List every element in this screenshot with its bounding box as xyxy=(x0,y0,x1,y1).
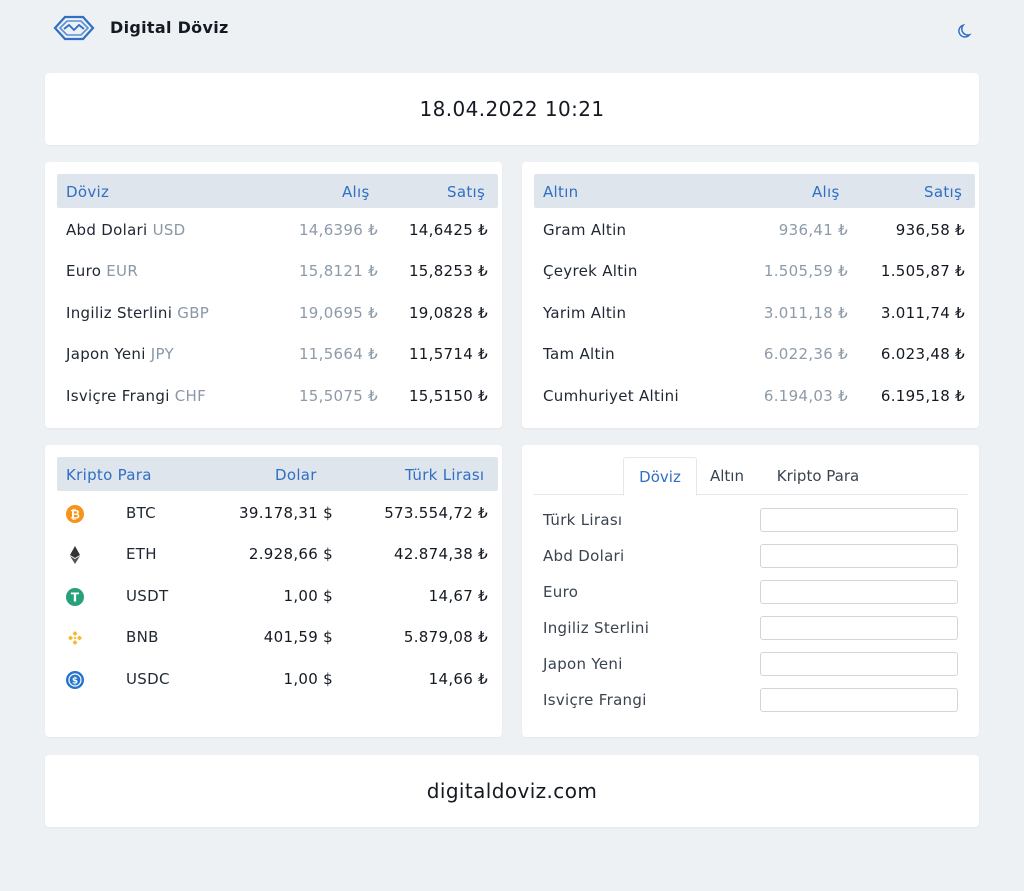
crypto-symbol: BNB xyxy=(126,628,159,646)
sell-price: 11,5714 ₺ xyxy=(408,345,488,363)
try-price: 14,67 ₺ xyxy=(428,587,488,605)
buy-price: 15,8121 ₺ xyxy=(298,262,378,280)
try-amount-input[interactable] xyxy=(760,508,958,532)
column-header-buy: Alış xyxy=(812,183,840,201)
gold-name: Gram Altin xyxy=(543,221,627,239)
buy-price: 6.022,36 ₺ xyxy=(763,345,848,363)
sell-price: 6.195,18 ₺ xyxy=(880,387,965,405)
currency-name: Ingiliz Sterlini xyxy=(66,304,173,322)
site-domain[interactable]: digitaldoviz.com xyxy=(426,779,598,803)
currency-code: JPY xyxy=(150,345,174,363)
gold-name: Yarim Altin xyxy=(543,304,627,322)
usd-price: 2.928,66 $ xyxy=(248,545,333,563)
currency-table-header: Döviz Alış Satış xyxy=(57,174,498,208)
column-header-currency: Döviz xyxy=(66,183,110,201)
try-price: 42.874,38 ₺ xyxy=(394,545,488,563)
svg-text:₿: ₿ xyxy=(70,508,80,522)
jpy-amount-input[interactable] xyxy=(760,652,958,676)
footer-card: digitaldoviz.com xyxy=(45,755,979,827)
chf-amount-input[interactable] xyxy=(760,688,958,712)
try-price: 573.554,72 ₺ xyxy=(384,504,488,522)
usd-price: 1,00 $ xyxy=(283,587,333,605)
buy-price: 14,6396 ₺ xyxy=(298,221,378,239)
field-label: Ingiliz Sterlini xyxy=(543,619,650,637)
gold-name: Cumhuriyet Altini xyxy=(543,387,679,405)
try-price: 14,66 ₺ xyxy=(428,670,488,688)
currency-name: Isviçre Frangi xyxy=(66,387,170,405)
binance-icon xyxy=(68,631,82,645)
currency-code: CHF xyxy=(174,387,207,405)
usd-price: 1,00 $ xyxy=(283,670,333,688)
column-header-sell: Satış xyxy=(447,183,486,201)
usd-price: 39.178,31 $ xyxy=(239,504,333,522)
crypto-symbol: USDC xyxy=(126,670,170,688)
buy-price: 936,41 ₺ xyxy=(778,221,848,239)
brand-name[interactable]: Digital Döviz xyxy=(110,18,229,37)
bitcoin-icon: ₿ xyxy=(66,505,84,523)
usd-coin-icon: $ xyxy=(66,671,84,689)
column-header-gold: Altın xyxy=(543,183,579,201)
buy-price: 11,5664 ₺ xyxy=(298,345,378,363)
gold-name: Çeyrek Altin xyxy=(543,262,638,280)
column-header-usd: Dolar xyxy=(275,466,317,484)
currency-code: USD xyxy=(152,221,186,239)
svg-text:T: T xyxy=(71,591,80,605)
tether-icon: T xyxy=(66,588,84,606)
currency-name: Euro xyxy=(66,262,102,280)
column-header-crypto: Kripto Para xyxy=(66,466,152,484)
eur-amount-input[interactable] xyxy=(760,580,958,604)
buy-price: 1.505,59 ₺ xyxy=(763,262,848,280)
tab-doviz[interactable]: Döviz xyxy=(623,457,697,496)
tab-kripto-para[interactable]: Kripto Para xyxy=(776,467,860,485)
crypto-symbol: ETH xyxy=(126,545,157,563)
sell-price: 14,6425 ₺ xyxy=(408,221,488,239)
crypto-symbol: BTC xyxy=(126,504,156,522)
sell-price: 19,0828 ₺ xyxy=(408,304,488,322)
gold-name: Tam Altin xyxy=(543,345,615,363)
last-updated-datetime: 18.04.2022 10:21 xyxy=(419,97,605,121)
sell-price: 1.505,87 ₺ xyxy=(880,262,965,280)
ethereum-icon xyxy=(70,546,80,564)
sell-price: 15,8253 ₺ xyxy=(408,262,488,280)
usd-amount-input[interactable] xyxy=(760,544,958,568)
sell-price: 936,58 ₺ xyxy=(895,221,965,239)
diamond-wave-logo[interactable] xyxy=(53,13,95,43)
currency-code: EUR xyxy=(106,262,139,280)
column-header-sell: Satış xyxy=(924,183,963,201)
sell-price: 6.023,48 ₺ xyxy=(880,345,965,363)
sell-price: 3.011,74 ₺ xyxy=(880,304,965,322)
usd-price: 401,59 $ xyxy=(263,628,333,646)
field-label: Isviçre Frangi xyxy=(543,691,647,709)
tab-altin[interactable]: Altın xyxy=(710,467,744,485)
crypto-table-header: Kripto Para Dolar Türk Lirası xyxy=(57,457,498,491)
top-bar: Digital Döviz xyxy=(0,0,1024,60)
svg-text:$: $ xyxy=(72,677,78,687)
field-label: Abd Dolari xyxy=(543,547,625,565)
field-label: Euro xyxy=(543,583,579,601)
crypto-table-card: Kripto Para Dolar Türk Lirası ₿ BTC 39.1… xyxy=(45,445,502,737)
sell-price: 15,5150 ₺ xyxy=(408,387,488,405)
currency-converter-card: Döviz Altın Kripto Para Türk Lirası Abd … xyxy=(522,445,979,737)
currency-code: GBP xyxy=(177,304,210,322)
currency-name: Japon Yeni xyxy=(66,345,146,363)
crypto-symbol: USDT xyxy=(126,587,169,605)
buy-price: 3.011,18 ₺ xyxy=(763,304,848,322)
buy-price: 19,0695 ₺ xyxy=(298,304,378,322)
buy-price: 15,5075 ₺ xyxy=(298,387,378,405)
buy-price: 6.194,03 ₺ xyxy=(763,387,848,405)
column-header-try: Türk Lirası xyxy=(405,466,485,484)
gold-table-header: Altın Alış Satış xyxy=(534,174,975,208)
field-label: Türk Lirası xyxy=(543,511,623,529)
converter-tabs: Döviz Altın Kripto Para xyxy=(534,457,968,496)
currency-name: Abd Dolari xyxy=(66,221,148,239)
field-label: Japon Yeni xyxy=(543,655,623,673)
moon-icon[interactable] xyxy=(956,21,976,41)
datetime-card: 18.04.2022 10:21 xyxy=(45,73,979,145)
currency-table-card: Döviz Alış Satış Abd Dolari USD 14,6396 … xyxy=(45,162,502,428)
gold-table-card: Altın Alış Satış Gram Altin 936,41 ₺ 936… xyxy=(522,162,979,428)
try-price: 5.879,08 ₺ xyxy=(403,628,488,646)
gbp-amount-input[interactable] xyxy=(760,616,958,640)
column-header-buy: Alış xyxy=(342,183,370,201)
